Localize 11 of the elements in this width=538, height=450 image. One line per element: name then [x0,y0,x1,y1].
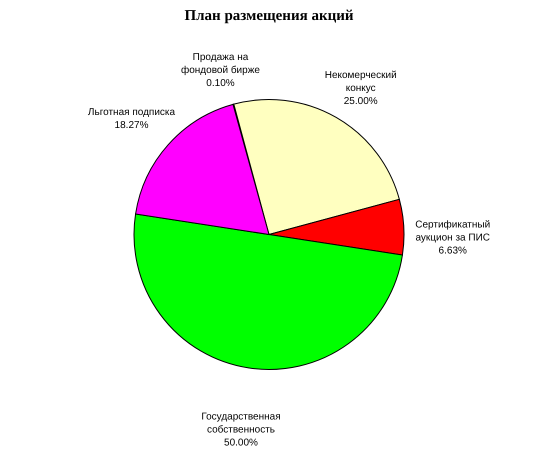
slice-label: Сертификатный аукцион за ПИС [415,219,490,244]
slice-label: Государственная собственность [201,411,281,436]
slice-label: Льготная подписка [88,107,176,118]
data-label: 25.00% [344,96,378,107]
slice-label: Некомерческий конкус [324,70,397,94]
data-label: 0.10% [206,78,235,90]
data-label: 18.27% [114,120,149,132]
data-label: 50.00% [224,437,258,448]
data-label: 6.63% [438,245,467,256]
slice-label: Продажа на фондовой бирже [180,52,260,76]
chart-title: План размещения акций [184,8,354,24]
